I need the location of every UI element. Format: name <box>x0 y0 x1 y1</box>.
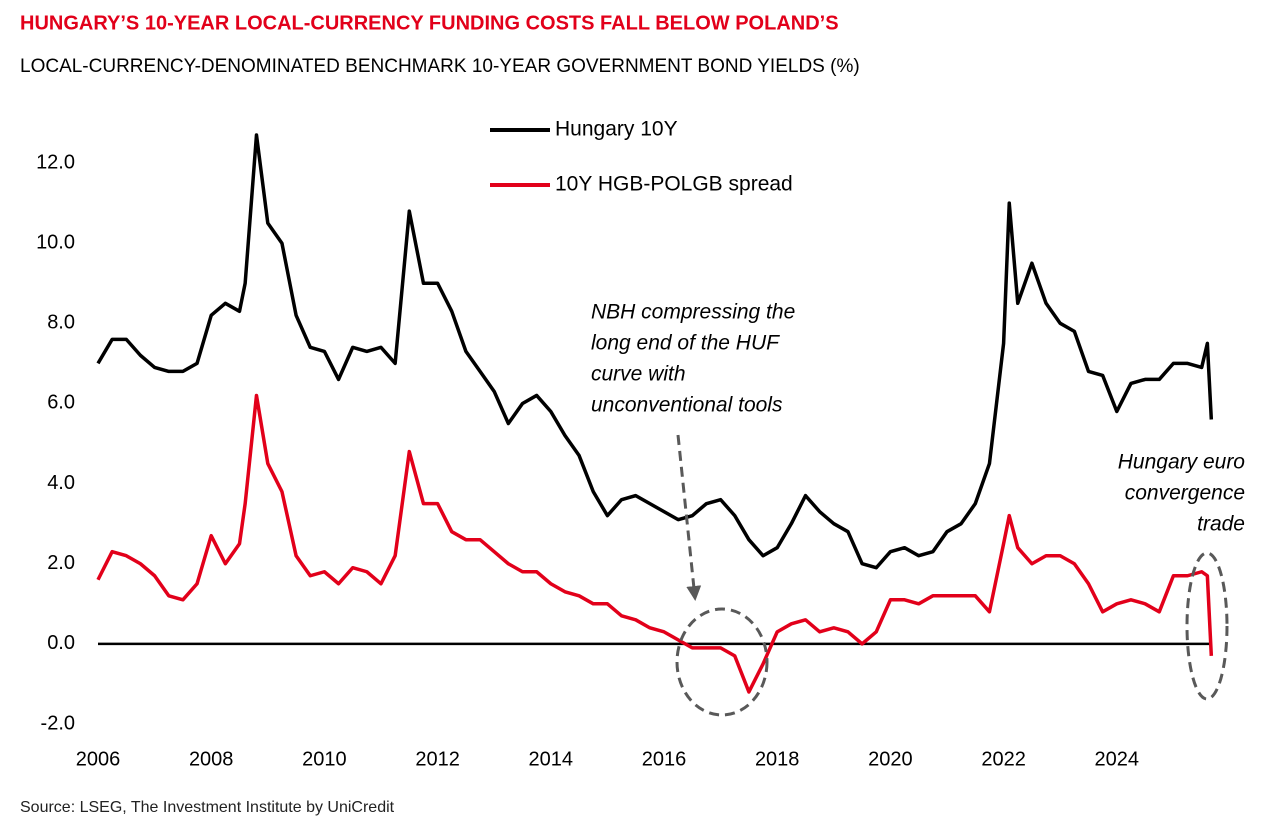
y-tick-label: 10.0 <box>36 231 75 253</box>
annotation-ellipse <box>675 607 769 717</box>
legend-label: 10Y HGB-POLGB spread <box>555 173 793 196</box>
series-line <box>96 133 1214 570</box>
annotation-text: curve with <box>591 363 686 386</box>
x-tick-label: 2006 <box>76 748 121 770</box>
annotation-text: trade <box>1197 513 1245 536</box>
legend-label: Hungary 10Y <box>555 118 678 141</box>
y-tick-label: 4.0 <box>47 472 75 494</box>
annotation-text: Hungary euro <box>1118 451 1246 474</box>
x-tick-label: 2018 <box>755 748 800 770</box>
chart-title: HUNGARY’S 10-YEAR LOCAL-CURRENCY FUNDING… <box>20 12 839 34</box>
y-tick-label: 0.0 <box>47 632 75 654</box>
y-tick-label: 8.0 <box>47 312 75 334</box>
x-tick-label: 2020 <box>868 748 913 770</box>
y-tick-label: 2.0 <box>47 552 75 574</box>
x-tick-label: 2014 <box>529 748 574 770</box>
series-line <box>96 393 1214 694</box>
x-tick-label: 2016 <box>642 748 687 770</box>
annotation-arrow <box>676 434 702 601</box>
x-tick-label: 2012 <box>415 748 460 770</box>
chart-subtitle: LOCAL-CURRENCY-DENOMINATED BENCHMARK 10-… <box>20 56 860 77</box>
plot-area: -2.0 0.0 2.0 4.0 6.0 8.0 10.0 12.0 2006 2008 2010 2… <box>36 133 1214 770</box>
x-tick-label: 2024 <box>1095 748 1140 770</box>
annotation-text: unconventional tools <box>591 394 783 417</box>
annotation-text: long end of the HUF <box>591 332 780 355</box>
y-tick-label: 12.0 <box>36 151 75 173</box>
y-tick-label: -2.0 <box>41 712 75 734</box>
x-tick-label: 2022 <box>981 748 1026 770</box>
annotation-text: NBH compressing the <box>591 301 795 324</box>
x-tick-label: 2008 <box>189 748 234 770</box>
x-tick-label: 2010 <box>302 748 347 770</box>
y-tick-label: 6.0 <box>47 392 75 414</box>
source-note: Source: LSEG, The Investment Institute b… <box>20 799 395 816</box>
annotation-text: convergence <box>1125 482 1245 505</box>
annotation-ellipse <box>1185 551 1229 701</box>
